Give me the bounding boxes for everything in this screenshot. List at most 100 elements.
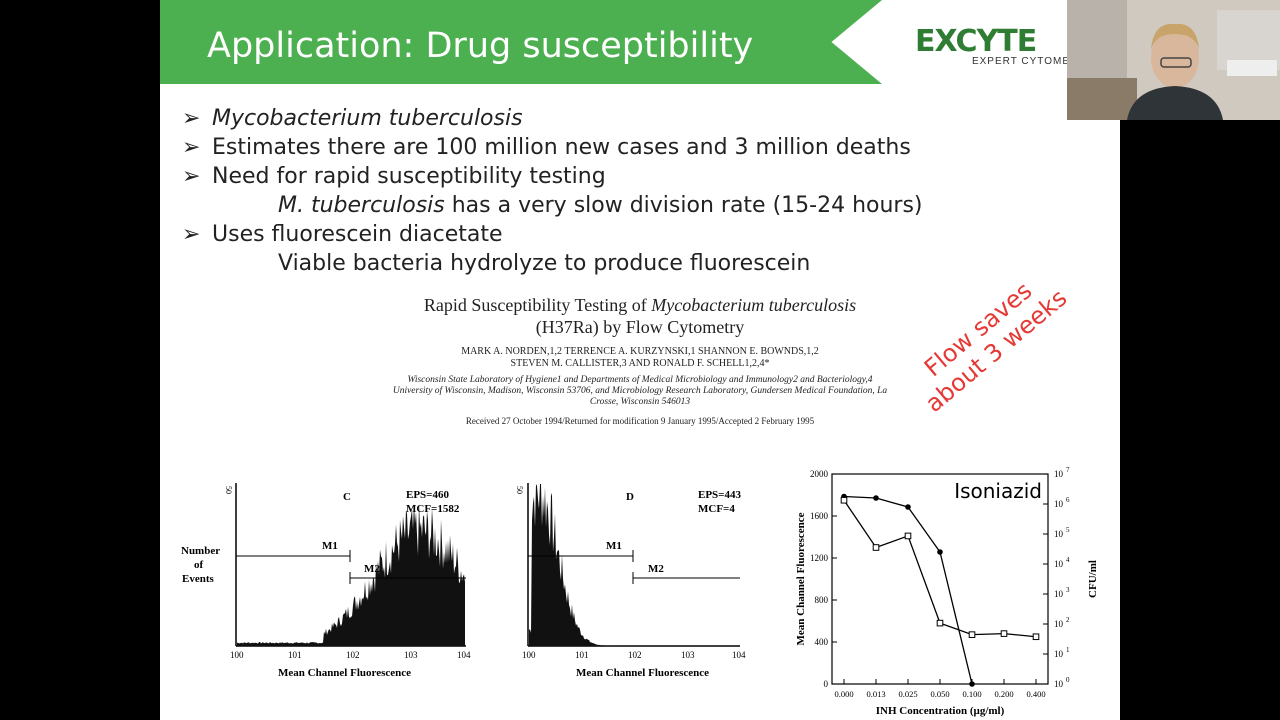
plot-frame bbox=[831, 473, 1049, 685]
presenter-video bbox=[1067, 0, 1280, 120]
hist-stat: EPS=460 bbox=[406, 489, 449, 501]
y2-tick-exponent: 5 bbox=[1066, 526, 1070, 534]
hist-stat: MCF=4 bbox=[698, 503, 735, 515]
tick-label: 104 bbox=[732, 650, 746, 660]
sub-bullet: Viable bacteria hydrolyze to produce flu… bbox=[278, 251, 811, 276]
y2-tick-exponent: 1 bbox=[1066, 646, 1070, 654]
x-tick-label: 0.400 bbox=[1026, 689, 1045, 699]
data-point-circle bbox=[969, 681, 975, 687]
hist-xlabel: Mean Channel Fluorescence bbox=[576, 667, 709, 679]
paper-affiliation: Wisconsin State Laboratory of Hygiene1 a… bbox=[392, 375, 888, 407]
flow-saves-annotation: Flow saves about 3 weeks bbox=[918, 276, 1073, 418]
x-tick-label: 0.050 bbox=[930, 689, 949, 699]
y2-tick-exponent: 7 bbox=[1066, 466, 1070, 474]
x-tick-label: 0.013 bbox=[866, 689, 885, 699]
hist-ymax: 50 bbox=[515, 486, 524, 494]
panel-label: D bbox=[626, 491, 634, 503]
series-line bbox=[843, 499, 1037, 638]
series-line bbox=[843, 495, 973, 685]
x-tick-label: 0.200 bbox=[994, 689, 1013, 699]
hist-stat: MCF=1582 bbox=[406, 503, 460, 515]
y2-tick-label: 10 bbox=[1054, 649, 1064, 659]
tick-label: 103 bbox=[681, 650, 695, 660]
m1-label: M1 bbox=[322, 540, 338, 552]
sub-bullet: M. tuberculosis has a very slow division… bbox=[278, 193, 923, 218]
paper-header: Rapid Susceptibility Testing of Mycobact… bbox=[390, 294, 890, 426]
data-point-circle bbox=[905, 504, 911, 510]
y2-tick-exponent: 2 bbox=[1066, 616, 1070, 624]
hist-ylabel: of bbox=[194, 559, 204, 571]
data-point-circle bbox=[873, 495, 879, 501]
x-axis-label: INH Concentration (µg/ml) bbox=[876, 705, 1005, 717]
y-tick-label: 0 bbox=[824, 679, 829, 689]
m2-label: M2 bbox=[364, 563, 380, 575]
data-point-square bbox=[936, 619, 944, 627]
y-tick-label: 400 bbox=[815, 637, 829, 647]
x-tick-label: 0.000 bbox=[834, 689, 853, 699]
tick-label: 100 bbox=[522, 650, 536, 660]
y2-tick-exponent: 6 bbox=[1066, 496, 1070, 504]
y-tick-label: 2000 bbox=[810, 469, 829, 479]
logo-wordmark: EXCYTE bbox=[915, 24, 1037, 59]
histogram-c: Number of Events 50 M1 M2 C EPS=460 MCF=… bbox=[181, 483, 471, 679]
arrow-bullet-icon: ➢ bbox=[182, 106, 201, 131]
y2-tick-label: 10 bbox=[1054, 499, 1064, 509]
hist-xlabel: Mean Channel Fluorescence bbox=[278, 667, 411, 679]
x-tick-label: 0.100 bbox=[962, 689, 981, 699]
tick-label: 100 bbox=[230, 650, 244, 660]
y2-tick-label: 10 bbox=[1054, 589, 1064, 599]
title-banner: Application: Drug susceptibility bbox=[160, 0, 882, 84]
tick-label: 104 bbox=[457, 650, 471, 660]
hist-stat: EPS=443 bbox=[698, 489, 741, 501]
bullet-item: ➢ Need for rapid susceptibility testing bbox=[182, 164, 606, 189]
y-tick-label: 1600 bbox=[810, 511, 829, 521]
tick-label: 103 bbox=[404, 650, 418, 660]
data-point-square bbox=[840, 496, 848, 504]
histogram-d: 50 M1 M2 D EPS=443 MCF=4 100 101 102 103… bbox=[515, 483, 746, 679]
tick-label: 101 bbox=[288, 650, 302, 660]
y2-tick-exponent: 4 bbox=[1066, 556, 1070, 564]
y2-tick-exponent: 3 bbox=[1066, 586, 1070, 594]
presenter-webcam bbox=[1067, 0, 1280, 120]
y2-tick-label: 10 bbox=[1054, 469, 1064, 479]
chart-title: Isoniazid bbox=[954, 479, 1042, 503]
panel-label: C bbox=[343, 491, 351, 503]
slide-title: Application: Drug susceptibility bbox=[207, 26, 754, 66]
y2-tick-label: 10 bbox=[1054, 529, 1064, 539]
x-tick-label: 0.025 bbox=[898, 689, 917, 699]
slide: Application: Drug susceptibility EXCYTE … bbox=[160, 0, 1120, 720]
arrow-bullet-icon: ➢ bbox=[182, 164, 201, 189]
bullet-item: ➢ Uses fluorescein diacetate bbox=[182, 222, 503, 247]
bullet-item: ➢ Estimates there are 100 million new cas… bbox=[182, 135, 911, 160]
y-tick-label: 800 bbox=[815, 595, 829, 605]
y2-tick-exponent: 0 bbox=[1066, 676, 1070, 684]
hist-ymax: 50 bbox=[224, 486, 233, 494]
y2-tick-label: 10 bbox=[1054, 619, 1064, 629]
y-axis-label: Mean Channel Fluorescence bbox=[795, 512, 807, 645]
bullet-list: ➢ Mycobacterium tuberculosis ➢ Estimates t… bbox=[182, 104, 923, 278]
tick-label: 102 bbox=[346, 650, 360, 660]
m2-label: M2 bbox=[648, 563, 664, 575]
paper-title: Rapid Susceptibility Testing of Mycobact… bbox=[423, 295, 857, 337]
hist-bar-area bbox=[529, 484, 652, 646]
hist-ylabel: Events bbox=[182, 573, 215, 585]
data-point-circle bbox=[937, 549, 943, 555]
data-point-square bbox=[872, 544, 880, 551]
hist-bars bbox=[529, 484, 652, 646]
bullet-item: ➢ Mycobacterium tuberculosis bbox=[182, 106, 523, 131]
arrow-bullet-icon: ➢ bbox=[182, 135, 201, 160]
logo-tagline: EXPERT CYTOME bbox=[971, 56, 1070, 67]
data-point-square bbox=[1032, 633, 1040, 641]
paper-authors: MARK A. NORDEN,1,2 TERRENCE A. KURZYNSKI… bbox=[461, 346, 819, 369]
hist-ylabel: Number bbox=[181, 545, 220, 557]
data-point-square bbox=[1000, 630, 1008, 637]
hist-bars bbox=[237, 503, 465, 646]
data-point-square bbox=[904, 532, 912, 540]
tick-label: 101 bbox=[575, 650, 589, 660]
excyte-logo: EXCYTE EXPERT CYTOME bbox=[915, 26, 1070, 70]
hist-bar-area bbox=[237, 503, 465, 646]
paper-received: Received 27 October 1994/Returned for mo… bbox=[465, 416, 815, 426]
y2-tick-label: 10 bbox=[1054, 679, 1064, 689]
data-point-square bbox=[968, 631, 976, 638]
